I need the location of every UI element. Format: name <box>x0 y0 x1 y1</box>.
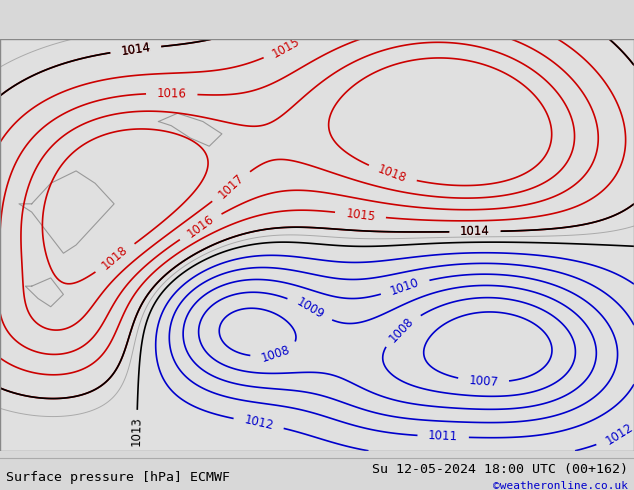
Text: 1008: 1008 <box>259 343 292 365</box>
Text: 1012: 1012 <box>603 421 634 448</box>
Text: 1016: 1016 <box>184 212 216 241</box>
Text: 1018: 1018 <box>100 244 131 272</box>
Text: 1010: 1010 <box>389 276 421 298</box>
Text: 1009: 1009 <box>294 296 326 322</box>
Text: 1011: 1011 <box>428 429 458 444</box>
Text: Su 12-05-2024 18:00 UTC (00+162): Su 12-05-2024 18:00 UTC (00+162) <box>372 463 628 476</box>
Text: ©weatheronline.co.uk: ©weatheronline.co.uk <box>493 481 628 490</box>
Text: 1017: 1017 <box>216 172 247 201</box>
Text: 1014: 1014 <box>120 41 152 58</box>
Text: 1014: 1014 <box>460 225 490 238</box>
Text: 1013: 1013 <box>130 416 143 446</box>
Text: 1008: 1008 <box>387 315 417 345</box>
Text: 1007: 1007 <box>468 374 499 389</box>
Text: 1015: 1015 <box>345 207 376 223</box>
Text: 1018: 1018 <box>376 163 408 185</box>
Text: 1014: 1014 <box>120 41 152 58</box>
Text: 1016: 1016 <box>157 87 187 100</box>
Text: 1012: 1012 <box>243 414 275 433</box>
Text: 1015: 1015 <box>270 35 302 60</box>
Text: Surface pressure [hPa] ECMWF: Surface pressure [hPa] ECMWF <box>6 471 230 484</box>
Text: 1014: 1014 <box>460 225 490 238</box>
